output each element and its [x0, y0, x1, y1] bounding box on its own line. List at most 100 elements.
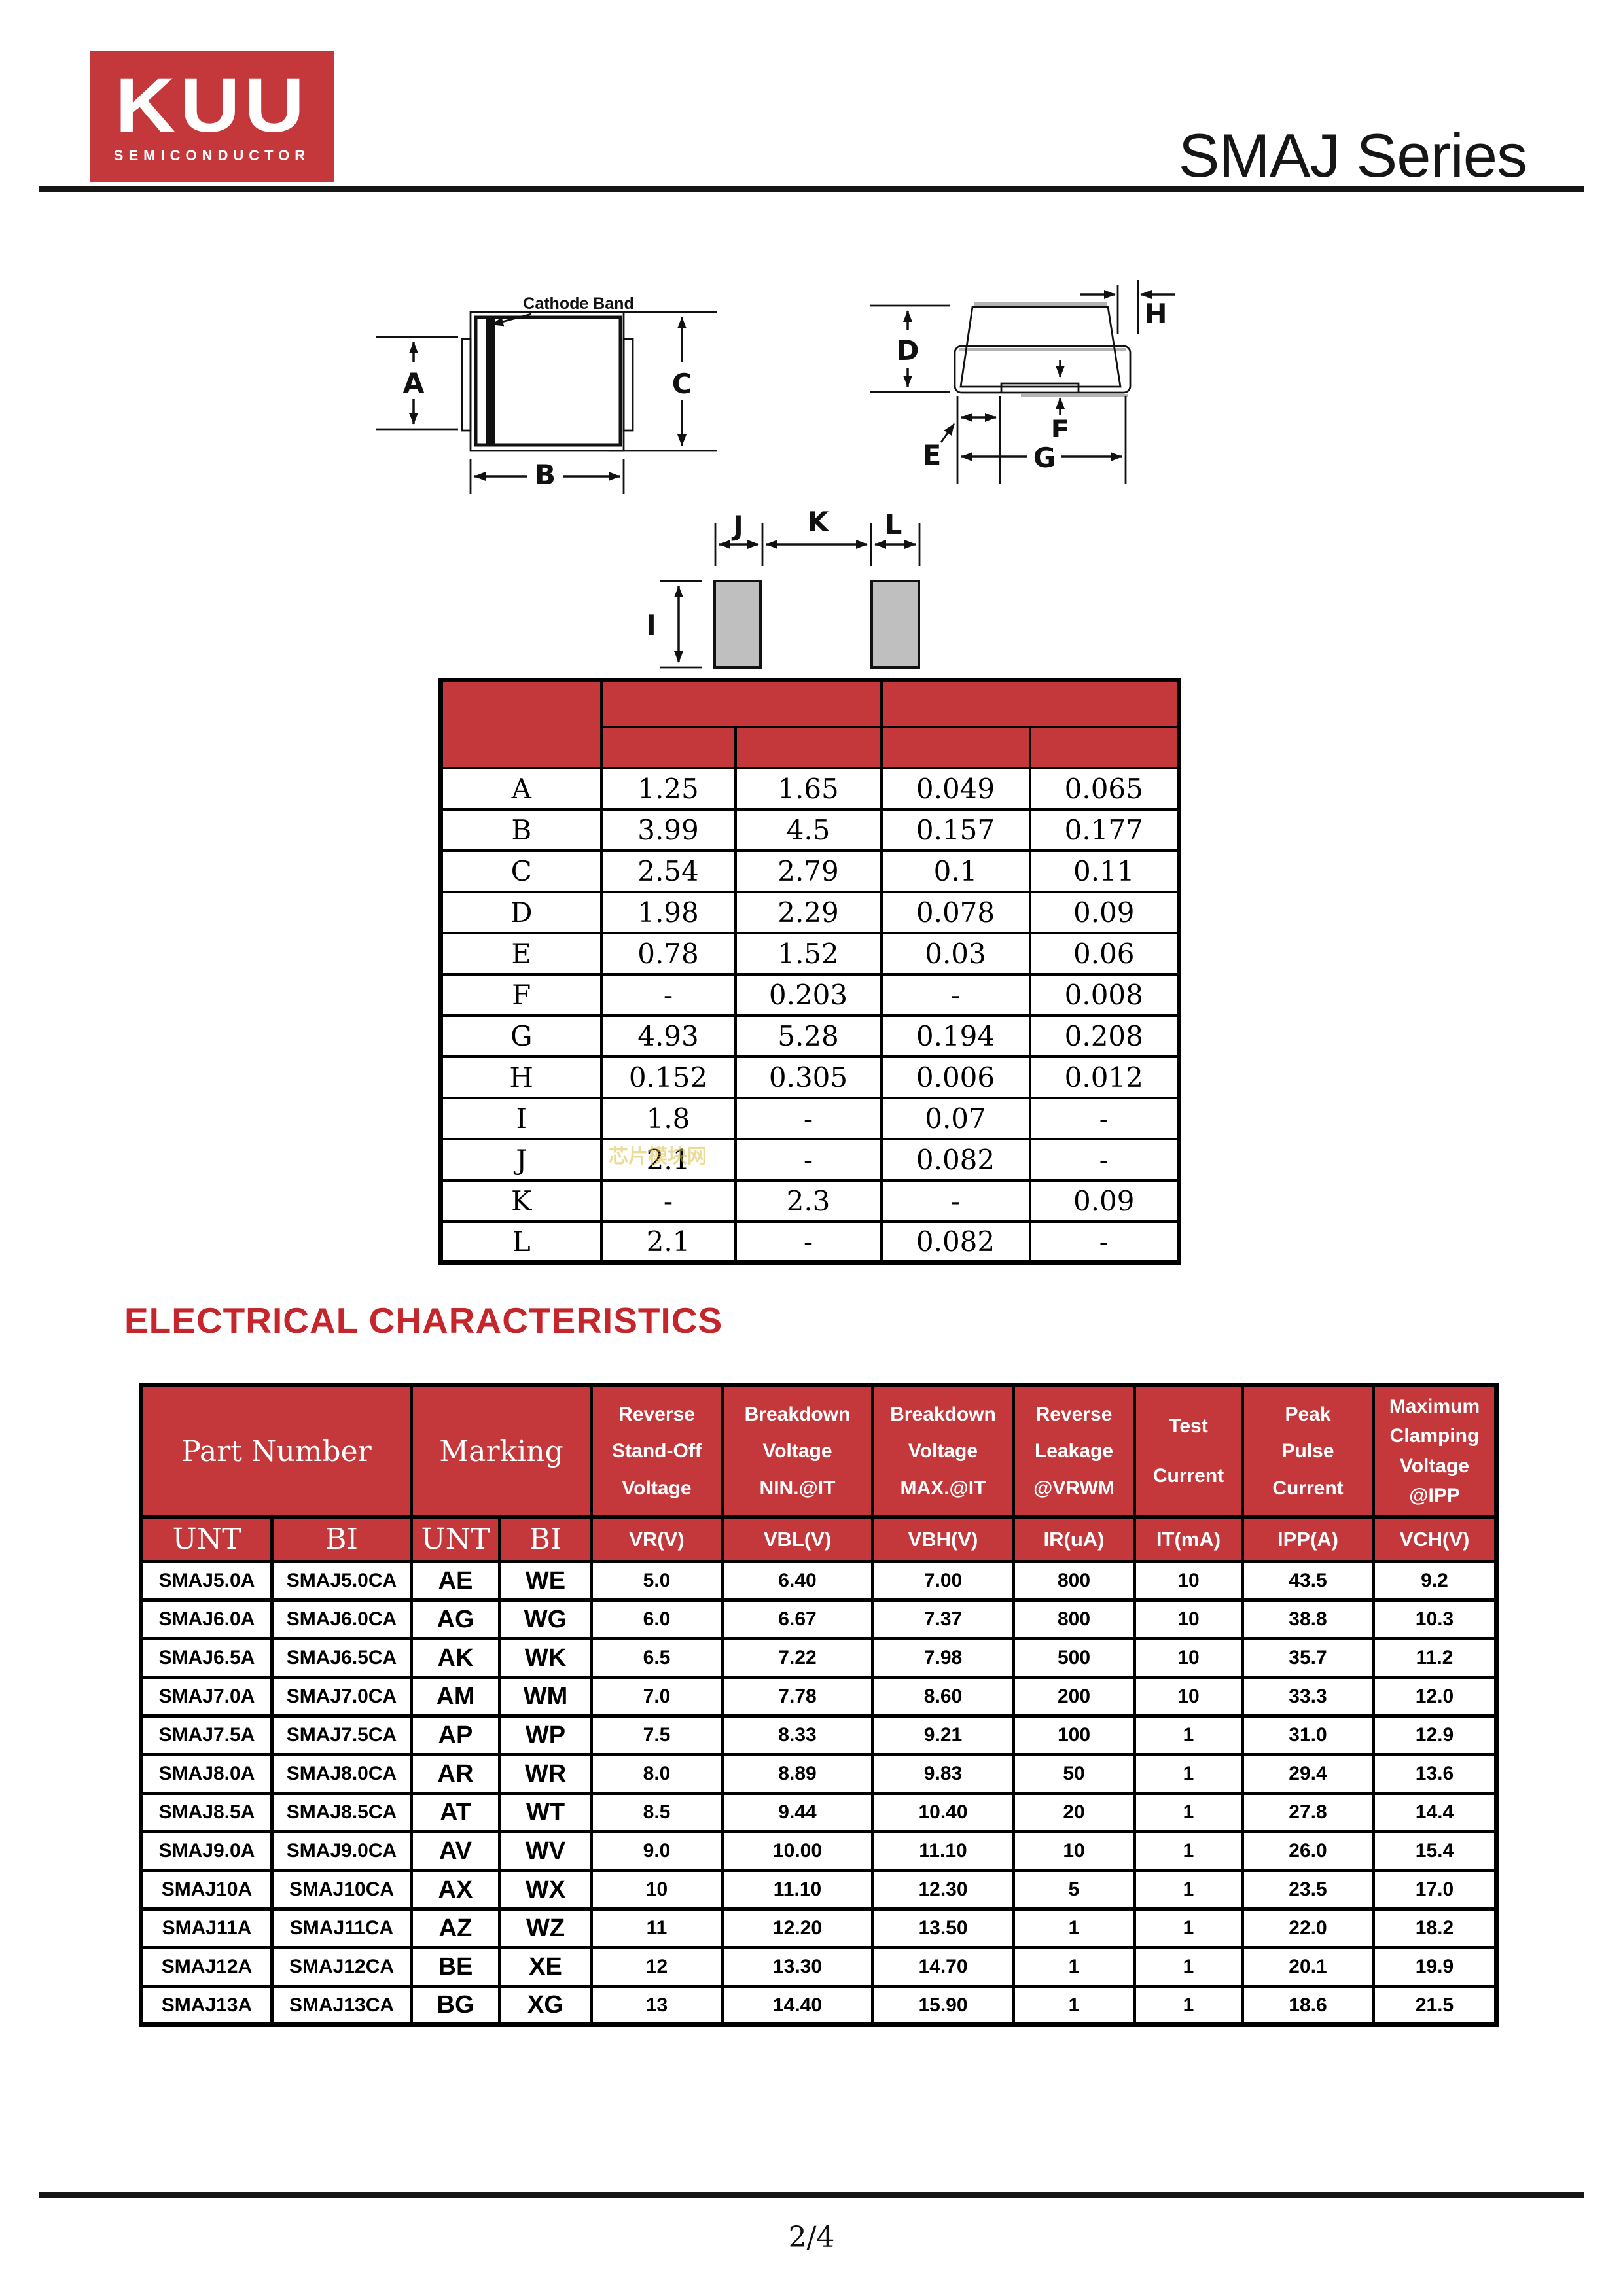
table-row: D 1.98 2.29 0.078 0.09: [439, 890, 1181, 934]
table-cell: SMAJ10A: [139, 1869, 274, 1911]
column-header: BI: [270, 1515, 413, 1563]
land-pattern: J K L I: [646, 506, 921, 669]
group-header-row: Part Number Marking Reverse Stand-Off Voltag…: [139, 1383, 1498, 1519]
table-cell: 1: [1012, 1946, 1136, 1988]
bottom-recess: [1000, 382, 1080, 393]
table-cell: 0.1: [880, 849, 1031, 893]
table-row: B 3.99 4.5 0.157 0.177: [439, 807, 1181, 852]
table-cell: 500: [1012, 1637, 1136, 1679]
table-cell: 11.10: [871, 1830, 1015, 1872]
table-cell: WZ: [498, 1907, 593, 1949]
column-header: IPP(A): [1241, 1515, 1375, 1563]
table-cell: 10.00: [721, 1830, 874, 1872]
table-cell: -: [599, 1178, 737, 1223]
electrical-table-header: Part Number Marking Reverse Stand-Off Voltag…: [139, 1383, 1498, 1563]
header-line: @IPP: [1409, 1484, 1460, 1506]
table-cell: 0.06: [1028, 931, 1181, 976]
dim-header-mm-group: [599, 679, 883, 728]
table-cell: 0.082: [880, 1220, 1031, 1264]
header-line: Current: [1272, 1477, 1344, 1499]
dim-c-label-bg: [666, 362, 698, 400]
table-row: SMAJ12A SMAJ12CA BE XE 12 13.30 14.70 1 1 20.1 19.…: [139, 1946, 1498, 1988]
table-cell: SMAJ9.0A: [139, 1830, 274, 1872]
electrical-table-body: SMAJ5.0A SMAJ5.0CA AE WE 5.0 6.40 7.00 800 10 43.…: [139, 1560, 1498, 2026]
table-cell: 2.3: [734, 1178, 883, 1223]
header-divider: [39, 186, 1584, 192]
table-cell: 1: [1012, 1985, 1136, 2026]
header-line: Peak: [1285, 1403, 1331, 1425]
table-cell: 10: [1012, 1830, 1136, 1872]
table-cell: 1.98: [599, 890, 737, 934]
cathode-band-mark: [486, 319, 495, 444]
column-header: UNT: [410, 1515, 501, 1563]
dim-label-g: G: [1033, 442, 1056, 474]
table-cell: 13.50: [871, 1907, 1015, 1949]
column-group-header: Part Number: [139, 1383, 413, 1519]
table-cell: I: [439, 1096, 603, 1140]
table-cell: 0.065: [1028, 766, 1181, 811]
table-cell: 0.11: [1028, 849, 1181, 893]
column-group-header: Marking: [410, 1383, 593, 1519]
table-cell: SMAJ6.0CA: [270, 1598, 413, 1640]
dim-label-h: H: [1144, 298, 1167, 330]
table-cell: WE: [498, 1560, 593, 1602]
table-cell: 2.79: [734, 849, 883, 893]
table-cell: BE: [410, 1946, 501, 1988]
table-cell: SMAJ7.0CA: [270, 1676, 413, 1718]
table-cell: AM: [410, 1676, 501, 1718]
table-cell: 14.40: [721, 1985, 874, 2026]
table-cell: 1.25: [599, 766, 737, 811]
column-group-header: Test Current: [1133, 1383, 1244, 1519]
table-cell: 31.0: [1241, 1714, 1375, 1756]
package-top-view: Cathode Band A C B: [376, 294, 717, 494]
header-line: Pulse: [1281, 1440, 1334, 1462]
table-cell: 26.0: [1241, 1830, 1375, 1872]
table-cell: 100: [1012, 1714, 1136, 1756]
table-cell: SMAJ12A: [139, 1946, 274, 1988]
dim-label-l: L: [885, 508, 902, 540]
table-cell: 35.7: [1241, 1637, 1375, 1679]
table-cell: SMAJ5.0CA: [270, 1560, 413, 1602]
table-cell: WT: [498, 1792, 593, 1833]
table-cell: 7.5: [590, 1714, 724, 1756]
table-cell: 12.20: [721, 1907, 874, 1949]
company-logo: KUU SEMICONDUCTOR: [90, 51, 334, 182]
table-cell: 0.03: [880, 931, 1031, 976]
package-body-inner: [474, 315, 622, 447]
table-row: E 0.78 1.52 0.03 0.06: [439, 931, 1181, 976]
header-line: Leakage: [1034, 1440, 1114, 1462]
header-line: Marking: [439, 1434, 563, 1468]
dim-header-mm-min: [599, 725, 737, 769]
dim-label-a: A: [403, 367, 425, 399]
table-cell: 1: [1133, 1946, 1244, 1988]
header-line: Voltage: [1399, 1455, 1470, 1477]
column-header: IR(uA): [1012, 1515, 1136, 1563]
dim-label-c: C: [672, 368, 692, 400]
column-group-header: Reverse Stand-Off Voltage: [590, 1383, 724, 1519]
table-row: SMAJ8.0A SMAJ8.0CA AR WR 8.0 8.89 9.83 50 1 29.4 1…: [139, 1753, 1498, 1795]
header-line: @VRWM: [1033, 1477, 1115, 1499]
table-cell: 33.3: [1241, 1676, 1375, 1718]
table-cell: A: [439, 766, 603, 811]
table-cell: 11.10: [721, 1869, 874, 1911]
table-cell: F: [439, 972, 603, 1017]
dim-a-label-bg: [397, 362, 430, 399]
dim-b-label-bg: [527, 456, 563, 491]
table-cell: 10: [1133, 1598, 1244, 1640]
dimensions-table-header: [439, 679, 1181, 769]
dim-g-label-bg: [1027, 437, 1061, 475]
header-line: Maximum: [1389, 1396, 1480, 1418]
table-cell: WM: [498, 1676, 593, 1718]
table-row: J 2.1-0.082-: [439, 1137, 1181, 1182]
table-cell: SMAJ7.5A: [139, 1714, 274, 1756]
table-cell: 0.157: [880, 807, 1031, 852]
table-cell: 1.65: [734, 766, 883, 811]
header-line: Current: [1152, 1464, 1224, 1487]
table-row: A 1.25 1.65 0.049 0.065: [439, 766, 1181, 811]
table-cell: 8.60: [871, 1676, 1015, 1718]
table-cell: 15.4: [1372, 1830, 1498, 1872]
table-cell: 1: [1133, 1753, 1244, 1795]
table-cell: 43.5: [1241, 1560, 1375, 1602]
column-group-header: Breakdown Voltage NIN.@IT: [721, 1383, 874, 1519]
table-row: SMAJ13A SMAJ13CA BG XG 13 14.40 15.90 1 1 18.6 21.…: [139, 1985, 1498, 2026]
